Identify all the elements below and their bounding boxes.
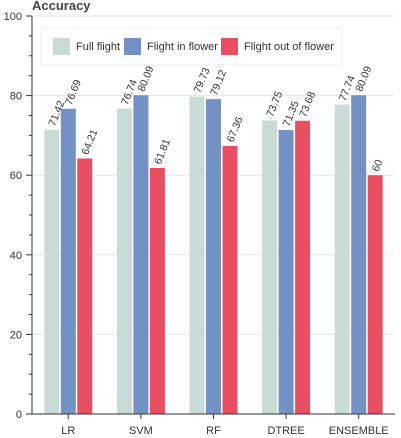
bar bbox=[278, 130, 294, 415]
legend: Full flight Flight in flower Flight out of… bbox=[40, 27, 343, 66]
bar bbox=[77, 158, 93, 414]
data-label: 73.68 bbox=[297, 90, 318, 119]
data-label: 64.21 bbox=[79, 128, 100, 157]
y-tick-label: 0 bbox=[16, 409, 22, 421]
bar bbox=[149, 167, 165, 414]
x-tick-label: LR bbox=[61, 425, 75, 437]
bar bbox=[334, 104, 350, 415]
bar bbox=[206, 99, 221, 414]
bar bbox=[60, 108, 76, 414]
y-tick-label: 20 bbox=[10, 329, 22, 341]
bar bbox=[262, 120, 278, 414]
legend-swatch bbox=[53, 38, 70, 55]
data-label: 80.09 bbox=[136, 64, 157, 93]
x-tick-label: DTREE bbox=[267, 425, 304, 437]
bar bbox=[351, 95, 367, 415]
data-label: 67.36 bbox=[225, 115, 246, 144]
y-tick-label: 100 bbox=[4, 11, 22, 23]
legend-label: Flight out of flower bbox=[244, 41, 334, 53]
chart-title: Accuracy bbox=[32, 0, 91, 13]
bar bbox=[44, 129, 60, 414]
legend-swatch bbox=[124, 38, 141, 55]
y-tick-label: 80 bbox=[10, 91, 22, 103]
bar bbox=[295, 120, 311, 414]
data-label: 80.09 bbox=[353, 64, 374, 93]
legend-label: Full flight bbox=[76, 41, 120, 53]
legend-label: Flight in flower bbox=[147, 41, 218, 53]
x-tick-label: SVM bbox=[129, 425, 153, 437]
data-label: 73.75 bbox=[264, 90, 285, 119]
data-label: 60 bbox=[370, 158, 386, 173]
y-tick-label: 60 bbox=[10, 170, 22, 182]
x-tick-label: RF bbox=[206, 425, 221, 437]
bar bbox=[133, 95, 149, 415]
bar bbox=[222, 145, 238, 414]
bars bbox=[44, 95, 383, 415]
bar bbox=[116, 108, 132, 414]
data-label: 61.81 bbox=[152, 137, 173, 166]
data-label: 76.69 bbox=[63, 78, 84, 107]
legend-box bbox=[40, 27, 343, 66]
axes: 0 20 40 60 80 100 LR SVM RF DTREE ENSEMBLE bbox=[4, 11, 395, 437]
x-tick-label: ENSEMBLE bbox=[329, 425, 389, 437]
bar bbox=[189, 96, 205, 415]
legend-swatch bbox=[221, 38, 238, 55]
bar bbox=[367, 175, 383, 414]
y-tick-label: 40 bbox=[10, 250, 22, 262]
